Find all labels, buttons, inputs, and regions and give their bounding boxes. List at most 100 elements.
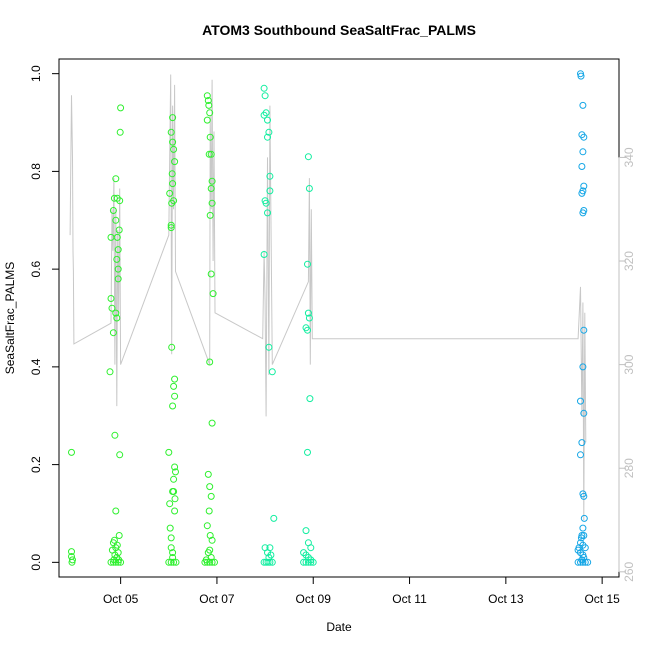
data-point <box>206 109 214 117</box>
data-point <box>302 558 310 566</box>
data-point <box>205 101 213 109</box>
y2-tick-label: 300 <box>622 354 636 374</box>
data-point <box>302 324 310 332</box>
data-point <box>116 451 124 459</box>
data-point <box>260 84 268 92</box>
data-point <box>113 314 121 322</box>
data-point <box>208 177 216 185</box>
data-point <box>165 558 173 566</box>
x-tick-label: Oct 09 <box>296 592 332 606</box>
data-point <box>304 448 311 456</box>
data-point <box>108 546 116 554</box>
data-point <box>114 275 122 283</box>
data-point <box>584 558 592 566</box>
data-point <box>266 558 274 566</box>
data-point <box>203 522 211 530</box>
data-point <box>578 556 586 564</box>
data-point <box>206 358 214 366</box>
x-tick-label: Oct 11 <box>392 592 427 606</box>
data-point <box>211 558 218 566</box>
data-point <box>580 492 588 500</box>
data-point <box>306 395 314 403</box>
data-point <box>265 128 273 136</box>
data-point <box>205 507 213 515</box>
data-point <box>208 199 216 207</box>
data-point <box>264 558 272 566</box>
data-point <box>205 150 213 158</box>
data-point <box>167 128 175 136</box>
data-point <box>116 128 124 136</box>
data-point <box>208 558 216 566</box>
data-point <box>170 488 178 495</box>
data-point <box>580 409 588 417</box>
data-point <box>208 536 216 544</box>
data-point <box>112 175 120 183</box>
y-tick-label: 0.0 <box>29 554 43 571</box>
data-point <box>577 451 584 459</box>
data-point <box>113 255 121 263</box>
data-point <box>168 343 176 351</box>
data-point <box>113 233 121 241</box>
data-point <box>578 189 586 197</box>
data-point <box>167 221 175 229</box>
data-point <box>167 534 175 542</box>
data-point <box>166 524 174 532</box>
points-layer <box>68 70 592 566</box>
data-point <box>578 163 586 170</box>
data-point <box>579 148 587 156</box>
axes-layer: Oct 05 Oct 07 Oct 09 Oct 11 Oct 13 Oct 15 0.0 0… <box>29 65 636 606</box>
data-point <box>171 158 179 166</box>
x-axis-label: Date <box>326 620 352 634</box>
x-tick-label: Oct 15 <box>584 592 620 606</box>
y-tick-label: 0.2 <box>29 456 43 473</box>
data-point <box>309 558 317 566</box>
data-point <box>167 558 175 566</box>
data-point <box>579 363 587 371</box>
data-point <box>577 397 584 405</box>
data-point <box>304 260 311 268</box>
chart-title: ATOM3 Southbound SeaSaltFrac_PALMS <box>202 22 476 38</box>
data-point <box>107 295 115 302</box>
data-point <box>300 558 308 566</box>
data-point <box>305 314 313 322</box>
data-point <box>68 548 75 556</box>
data-point <box>578 439 586 447</box>
data-point <box>268 368 276 376</box>
data-point <box>265 554 273 561</box>
data-point <box>264 116 271 124</box>
data-point <box>114 246 122 254</box>
data-point <box>171 495 179 503</box>
data-point <box>264 133 271 141</box>
plot-frame <box>58 58 620 578</box>
data-point <box>113 194 121 202</box>
data-point <box>169 138 177 146</box>
data-point <box>169 549 177 557</box>
data-point <box>168 199 176 207</box>
data-point <box>307 544 315 552</box>
data-point <box>579 209 587 217</box>
data-point <box>166 500 174 508</box>
data-point <box>204 97 212 104</box>
data-point <box>112 507 120 515</box>
data-point <box>261 92 269 100</box>
data-point <box>113 541 121 549</box>
data-point <box>68 558 76 566</box>
data-point <box>207 185 215 192</box>
data-point <box>207 150 215 158</box>
data-point <box>116 197 124 205</box>
data-point <box>169 114 177 122</box>
data-point <box>167 544 175 552</box>
data-point <box>579 101 587 109</box>
data-point <box>266 544 274 552</box>
data-point <box>208 419 216 427</box>
data-point <box>110 556 118 564</box>
data-point <box>170 558 178 566</box>
x-tick-label: Oct 07 <box>199 592 235 606</box>
data-point <box>204 470 212 478</box>
data-point <box>304 309 312 317</box>
data-point <box>171 375 179 383</box>
y-tick-label: 0.4 <box>29 358 43 375</box>
y2-tick-label: 260 <box>622 561 636 581</box>
